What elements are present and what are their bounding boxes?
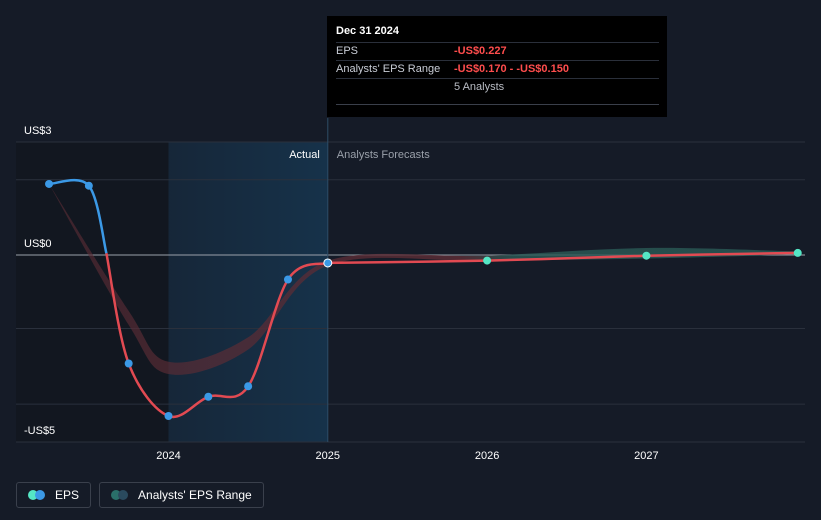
tooltip-range-row: Analysts' EPS Range -US$0.170 - -US$0.15… bbox=[336, 61, 659, 79]
eps-actual-point bbox=[204, 392, 213, 401]
forecast-section-label: Analysts Forecasts bbox=[337, 149, 430, 161]
tooltip-eps-value: -US$0.227 bbox=[454, 45, 507, 57]
x-tick-label: 2025 bbox=[316, 450, 340, 462]
range-legend-icon bbox=[111, 490, 129, 500]
eps-actual-point bbox=[124, 359, 133, 368]
eps-forecast-point bbox=[483, 256, 492, 265]
x-tick-label: 2024 bbox=[156, 450, 180, 462]
eps-points bbox=[45, 179, 802, 420]
tooltip-range-value: -US$0.170 - -US$0.150 bbox=[454, 63, 569, 75]
eps-tooltip: Dec 31 2024 EPS -US$0.227 Analysts' EPS … bbox=[327, 16, 667, 117]
tooltip-date: Dec 31 2024 bbox=[336, 24, 659, 43]
eps-forecast-point bbox=[793, 248, 802, 257]
chart-legend: EPS Analysts' EPS Range bbox=[16, 482, 264, 508]
legend-eps[interactable]: EPS bbox=[16, 482, 92, 508]
y-tick-label: -US$5 bbox=[24, 425, 55, 437]
eps-legend-icon bbox=[28, 490, 46, 500]
eps-actual-point bbox=[323, 258, 333, 268]
tooltip-eps-label: EPS bbox=[336, 45, 359, 57]
y-tick-label: US$3 bbox=[24, 125, 52, 137]
tooltip-range-label: Analysts' EPS Range bbox=[336, 63, 441, 75]
eps-actual-point bbox=[84, 181, 93, 190]
tooltip-analysts-row: 5 Analysts bbox=[336, 79, 659, 105]
eps-actual-point bbox=[164, 412, 173, 420]
legend-analysts-range[interactable]: Analysts' EPS Range bbox=[99, 482, 264, 508]
eps-forecast-line bbox=[327, 251, 798, 265]
legend-eps-label: EPS bbox=[55, 488, 80, 502]
legend-range-label: Analysts' EPS Range bbox=[138, 488, 252, 502]
x-tick-label: 2027 bbox=[634, 450, 658, 462]
axis-labels: US$3 US$0 -US$5 2024 2025 2026 2027 Actual Analy… bbox=[24, 125, 659, 462]
eps-actual-point bbox=[45, 179, 54, 188]
actual-shaded-region bbox=[168, 142, 328, 442]
eps-forecast-point bbox=[642, 251, 651, 260]
y-tick-label: US$0 bbox=[24, 238, 52, 250]
tooltip-analysts-count: 5 Analysts bbox=[454, 81, 505, 93]
x-tick-label: 2026 bbox=[475, 450, 499, 462]
eps-actual-point bbox=[244, 382, 253, 391]
actual-section-label: Actual bbox=[289, 149, 320, 161]
tooltip-eps-row: EPS -US$0.227 bbox=[336, 43, 659, 61]
eps-actual-point bbox=[283, 275, 292, 284]
